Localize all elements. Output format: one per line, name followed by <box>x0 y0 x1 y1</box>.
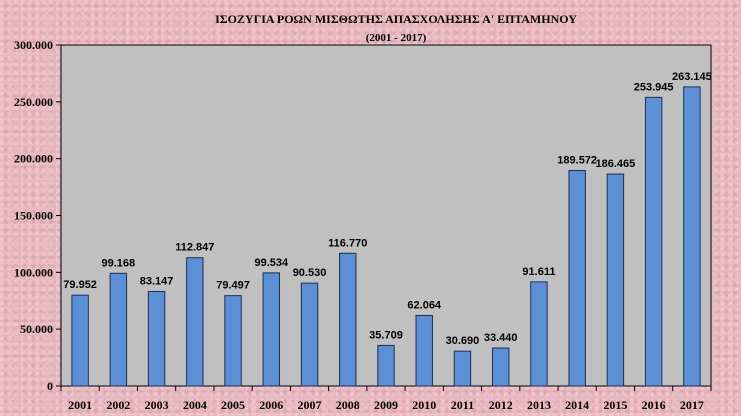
bar-2011 <box>453 350 472 387</box>
bar-2016 <box>644 96 663 387</box>
y-tick-label: 50.000 <box>20 322 53 336</box>
bar-2002 <box>109 272 128 387</box>
data-label-2005: 79.497 <box>216 280 250 292</box>
chart-subtitle: (2001 - 2017) <box>366 32 427 44</box>
bar-2009 <box>377 344 395 387</box>
data-label-2012: 33.440 <box>484 332 518 344</box>
bar-2008 <box>339 252 357 387</box>
y-tick-label: 150.000 <box>14 209 53 223</box>
data-label-2013: 91.611 <box>522 266 555 278</box>
data-label-2010: 62.064 <box>407 299 442 311</box>
x-tick-label-2010: 2010 <box>412 398 436 412</box>
bar-2012 <box>491 347 510 387</box>
x-tick-label-2009: 2009 <box>374 398 398 412</box>
y-tick-label: 100.000 <box>14 265 53 279</box>
y-tick-label: 300.000 <box>14 38 53 52</box>
data-label-2002: 99.168 <box>102 257 136 269</box>
bar-2014 <box>568 170 586 387</box>
bar-2006 <box>262 272 281 387</box>
data-label-2006: 99.534 <box>254 257 289 269</box>
bar-2015 <box>606 173 625 387</box>
bar-2003 <box>147 290 166 387</box>
x-tick-label-2013: 2013 <box>527 398 551 412</box>
bar-2010 <box>415 314 433 387</box>
plot-area <box>60 44 712 387</box>
x-tick-label-2016: 2016 <box>642 398 666 412</box>
x-tick-label-2012: 2012 <box>489 398 513 412</box>
value-labels: 79.952 99.168 83.147 112.847 79.497 99.534 90.… <box>63 71 711 347</box>
bars <box>71 86 701 387</box>
y-tick-label: 200.000 <box>14 152 53 166</box>
x-tick-label-2006: 2006 <box>259 398 283 412</box>
data-label-2007: 90.530 <box>293 267 327 279</box>
y-axis: 0 50.000 100.000 150.000 200.000 250.000 300.0… <box>14 38 62 393</box>
data-label-2001: 79.952 <box>63 279 97 291</box>
bar-2004 <box>186 257 204 387</box>
data-label-2003: 83.147 <box>140 275 174 287</box>
x-tick-label-2002: 2002 <box>106 398 130 412</box>
x-tick-label-2007: 2007 <box>298 398 322 412</box>
x-tick-label-2004: 2004 <box>183 398 207 412</box>
data-label-2011: 30.690 <box>446 335 480 347</box>
y-tick-label: 0 <box>47 379 53 393</box>
bar-2007 <box>300 282 319 387</box>
chart-title: ΙΣΟΖΥΓΙΑ ΡΟΩΝ ΜΙΣΘΩΤΗΣ ΑΠΑΣΧΟΛΗΣΗΣ Α' ΕΠ… <box>215 12 577 26</box>
x-tick-label-2014: 2014 <box>565 398 589 412</box>
bar-2013 <box>530 281 548 387</box>
data-label-2008: 116.770 <box>328 237 367 249</box>
x-tick-label-2001: 2001 <box>68 398 92 412</box>
bar-2001 <box>71 294 89 387</box>
data-label-2016: 253.945 <box>634 81 674 93</box>
y-tick-label: 250.000 <box>14 95 53 109</box>
data-label-2015: 186.465 <box>596 158 636 170</box>
x-tick-label-2017: 2017 <box>680 398 704 412</box>
x-tick-label-2008: 2008 <box>336 398 360 412</box>
data-label-2014: 189.572 <box>557 155 597 167</box>
x-tick-label-2005: 2005 <box>221 398 245 412</box>
x-tick-label-2015: 2015 <box>603 398 627 412</box>
bar-2005 <box>224 295 242 387</box>
bar-2017 <box>683 86 701 387</box>
x-tick-label-2011: 2011 <box>451 398 474 412</box>
x-axis: 2001 2002 2003 2004 2005 2006 2007 2008 2009 2010… <box>60 385 712 412</box>
data-label-2017: 263.145 <box>672 71 712 83</box>
x-tick-label-2003: 2003 <box>145 398 169 412</box>
data-label-2009: 35.709 <box>369 329 403 341</box>
data-label-2004: 112.847 <box>175 242 214 254</box>
